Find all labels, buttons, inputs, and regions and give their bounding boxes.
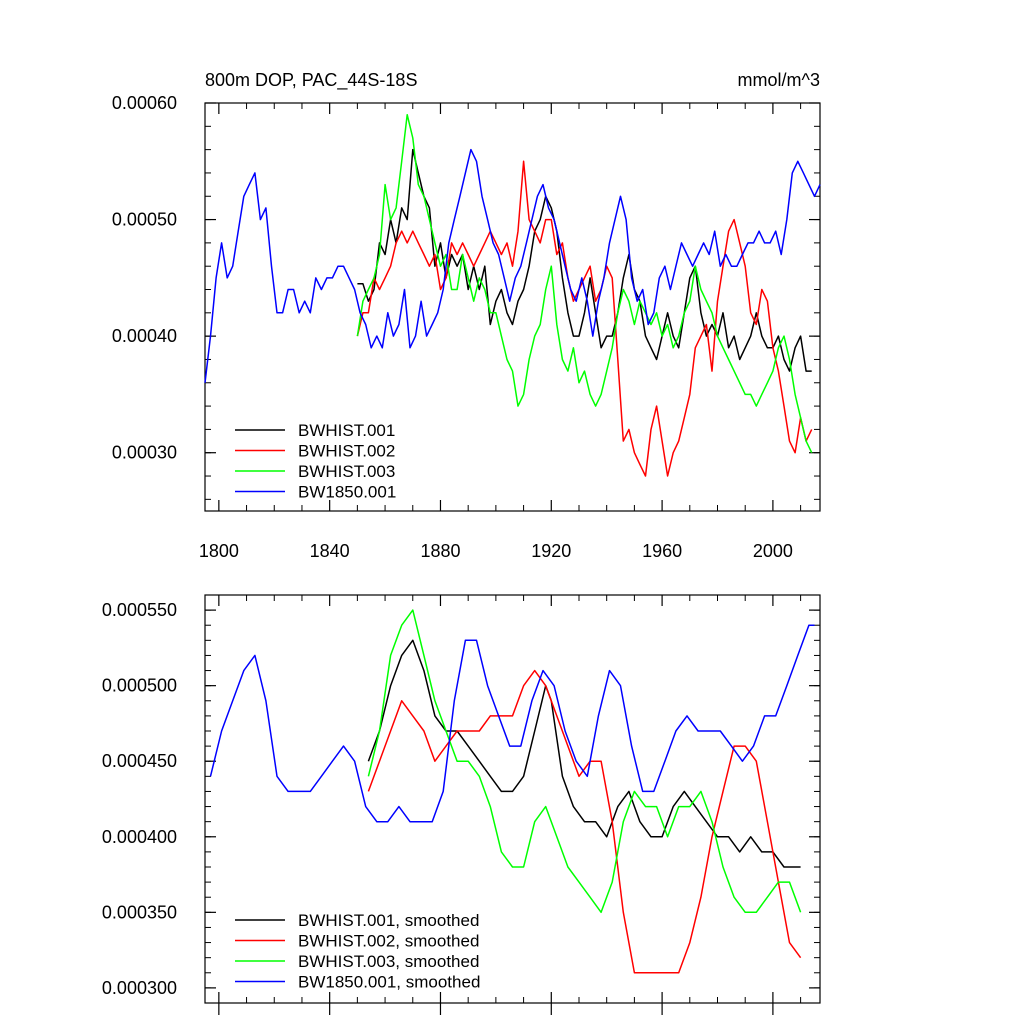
top-x-tick-label: 1800 <box>199 541 239 561</box>
top-panel: 800m DOP, PAC_44S-18S mmol/m^3 0.000300.… <box>112 70 821 561</box>
bottom-legend-label: BWHIST.003, smoothed <box>298 952 479 971</box>
top-y-tick-label: 0.00040 <box>112 326 177 346</box>
top-series-line-bwhist-002 <box>356 160 813 477</box>
bottom-series-line-bwhist-001-smoothed <box>367 639 801 868</box>
top-legend-label: BW1850.001 <box>298 483 396 502</box>
bottom-legend-label: BW1850.001, smoothed <box>298 973 480 992</box>
top-x-tick-label: 1920 <box>531 541 571 561</box>
bottom-series-line-bwhist-003-smoothed <box>367 609 802 914</box>
top-y-tick-label: 0.00060 <box>112 93 177 113</box>
bottom-y-tick-label: 0.000450 <box>102 751 177 771</box>
top-series-line-bw1850-001 <box>204 148 821 383</box>
top-y-tick-labels: 0.00030 0.00040 0.00050 0.00060 <box>112 93 177 463</box>
top-x-tick-label: 1960 <box>642 541 682 561</box>
top-y-tick-label: 0.00030 <box>112 443 177 463</box>
bottom-y-tick-label: 0.000400 <box>102 827 177 847</box>
top-x-tick-labels: 1800 1840 1880 1920 1960 2000 <box>199 541 793 561</box>
bottom-legend: BWHIST.001, smoothed BWHIST.002, smoothed… <box>235 911 480 992</box>
top-ticks <box>205 102 820 511</box>
bottom-series-line-bwhist-002-smoothed <box>367 669 802 974</box>
bottom-series <box>209 609 815 974</box>
bottom-y-tick-label: 0.000350 <box>102 902 177 922</box>
bottom-plot-frame <box>204 594 821 1004</box>
top-units: mmol/m^3 <box>738 70 820 90</box>
top-x-tick-label: 2000 <box>753 541 793 561</box>
bottom-y-tick-label: 0.000550 <box>102 600 177 620</box>
bottom-ticks <box>205 594 820 1015</box>
bottom-y-tick-label: 0.000300 <box>102 978 177 998</box>
bottom-panel: 0.000300 0.000350 0.000400 0.000450 0.000500… <box>102 594 821 1015</box>
top-series-line-bwhist-001 <box>357 148 812 372</box>
bottom-legend-label: BWHIST.001, smoothed <box>298 911 479 930</box>
top-y-tick-label: 0.00050 <box>112 210 177 230</box>
top-legend-label: BWHIST.003 <box>298 462 395 481</box>
bottom-series-line-bw1850-001-smoothed <box>209 624 815 823</box>
top-x-tick-label: 1840 <box>310 541 350 561</box>
top-x-tick-label: 1880 <box>420 541 460 561</box>
bottom-legend-label: BWHIST.002, smoothed <box>298 932 479 951</box>
top-legend-label: BWHIST.001 <box>298 421 395 440</box>
top-legend-label: BWHIST.002 <box>298 442 395 461</box>
bottom-y-tick-label: 0.000500 <box>102 676 177 696</box>
top-plot-frame <box>204 102 821 512</box>
bottom-y-tick-labels: 0.000300 0.000350 0.000400 0.000450 0.000500… <box>102 600 177 998</box>
top-series <box>204 113 821 477</box>
top-series-line-bwhist-003 <box>356 113 813 454</box>
top-title: 800m DOP, PAC_44S-18S <box>205 70 417 91</box>
